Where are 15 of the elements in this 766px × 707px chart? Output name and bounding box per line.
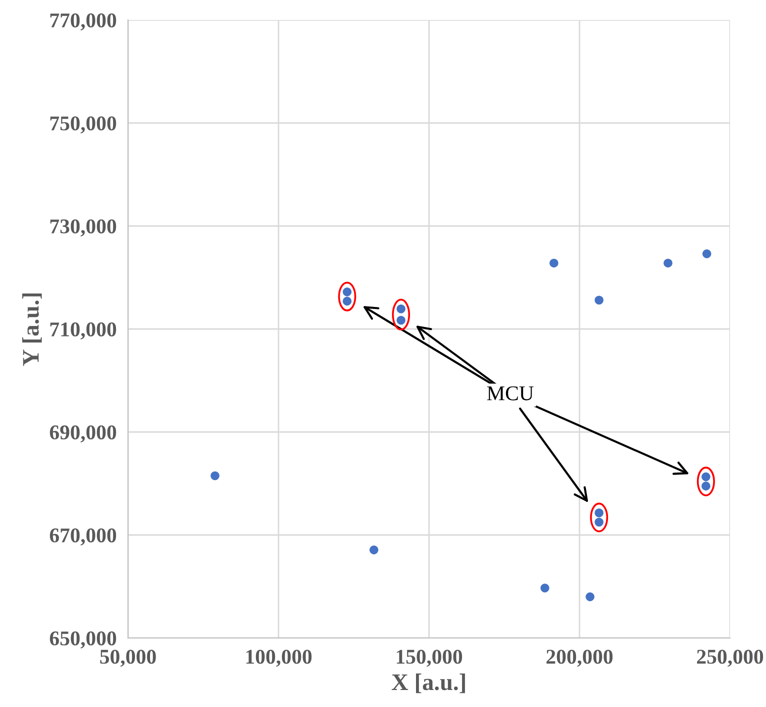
y-tick-label: 650,000 xyxy=(50,631,116,648)
x-tick-label: 150,000 xyxy=(396,650,462,667)
x-tick-label: 100,000 xyxy=(246,650,312,667)
x-axis-title: X [a.u.] xyxy=(392,674,465,694)
y-tick-label: 750,000 xyxy=(50,116,116,134)
x-tick-label: 200,000 xyxy=(546,650,613,667)
y-tick-label: 690,000 xyxy=(50,425,116,442)
text: MCU xyxy=(487,386,534,400)
x-tick-label: 50,000 xyxy=(100,650,156,667)
y-tick-label: 730,000 xyxy=(50,219,116,236)
y-tick-label: 670,000 xyxy=(50,528,116,546)
x-tick-label: 250,000 xyxy=(697,650,764,667)
y-tick-label: 710,000 xyxy=(50,322,116,340)
y-tick-label: 770,000 xyxy=(50,13,116,30)
y-axis-title: Y [a.u.] xyxy=(22,293,42,366)
